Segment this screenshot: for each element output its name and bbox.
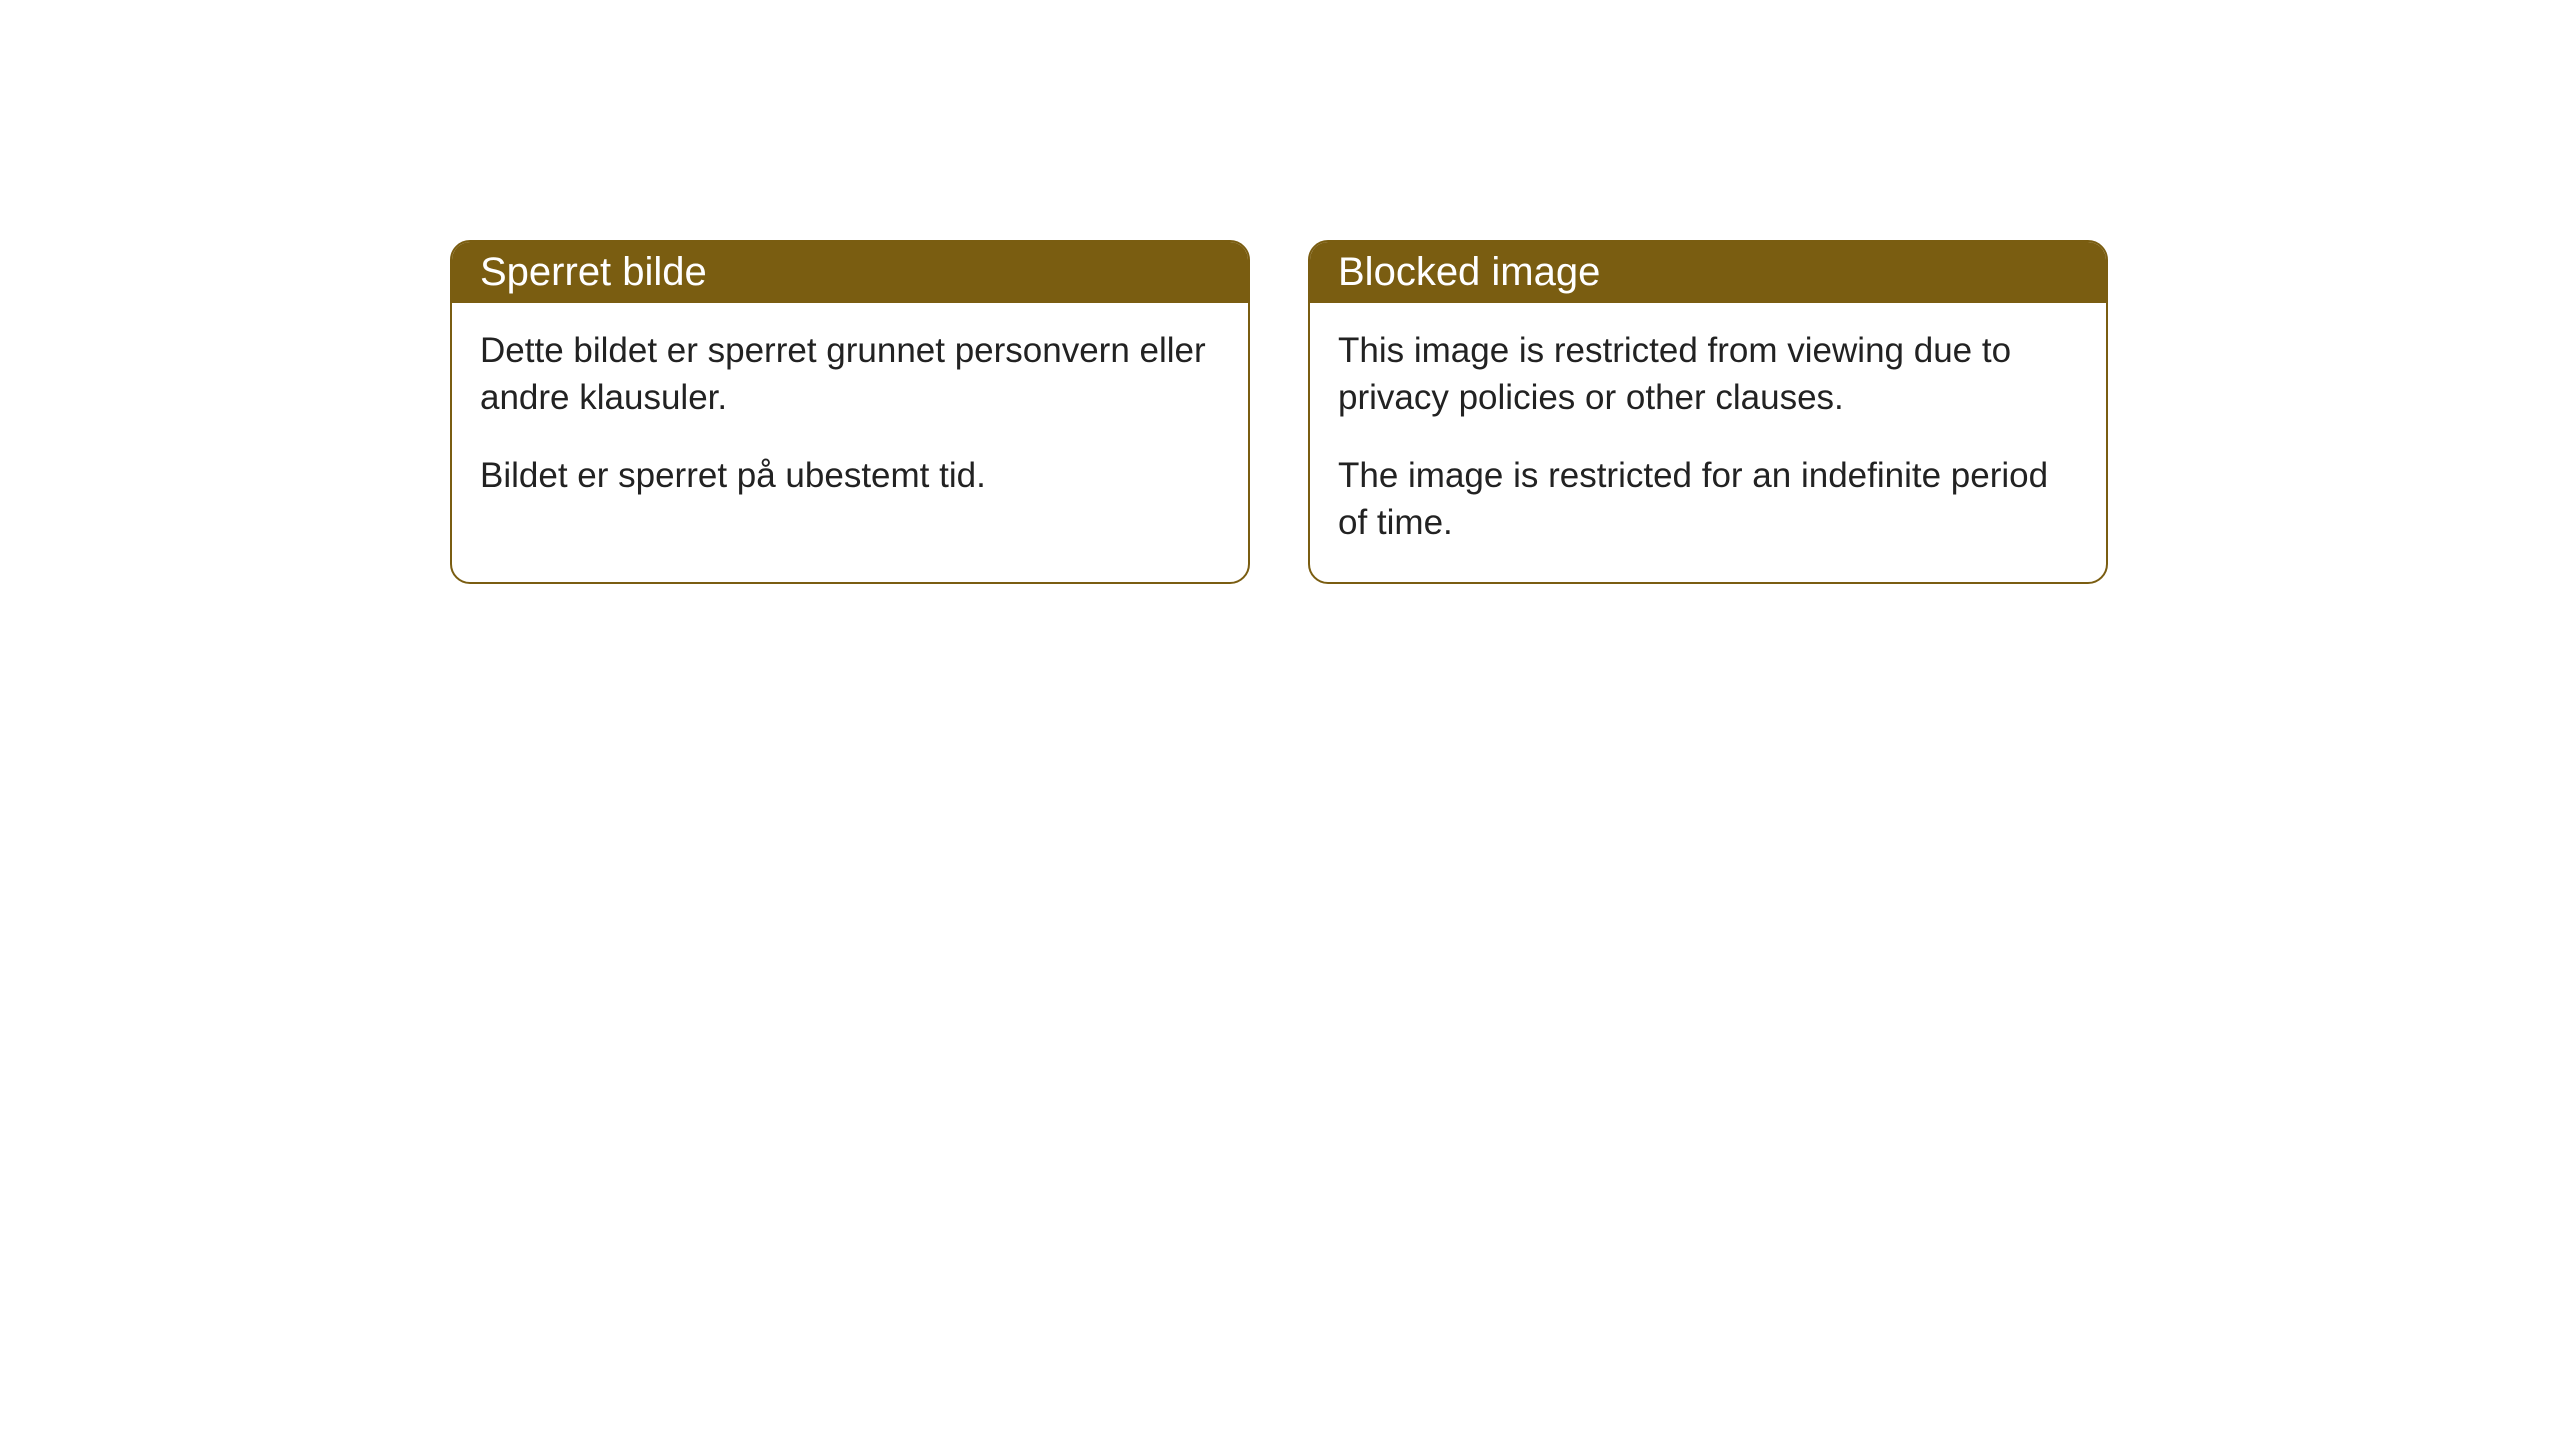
card-paragraph: Bildet er sperret på ubestemt tid. (480, 452, 1220, 499)
card-paragraph: The image is restricted for an indefinit… (1338, 452, 2078, 547)
card-paragraph: This image is restricted from viewing du… (1338, 327, 2078, 422)
notice-card-english: Blocked image This image is restricted f… (1308, 240, 2108, 584)
card-body: This image is restricted from viewing du… (1310, 303, 2106, 582)
card-body: Dette bildet er sperret grunnet personve… (452, 303, 1248, 535)
card-title: Blocked image (1310, 242, 2106, 303)
notice-card-norwegian: Sperret bilde Dette bildet er sperret gr… (450, 240, 1250, 584)
card-title: Sperret bilde (452, 242, 1248, 303)
notice-cards-container: Sperret bilde Dette bildet er sperret gr… (450, 240, 2108, 584)
card-paragraph: Dette bildet er sperret grunnet personve… (480, 327, 1220, 422)
